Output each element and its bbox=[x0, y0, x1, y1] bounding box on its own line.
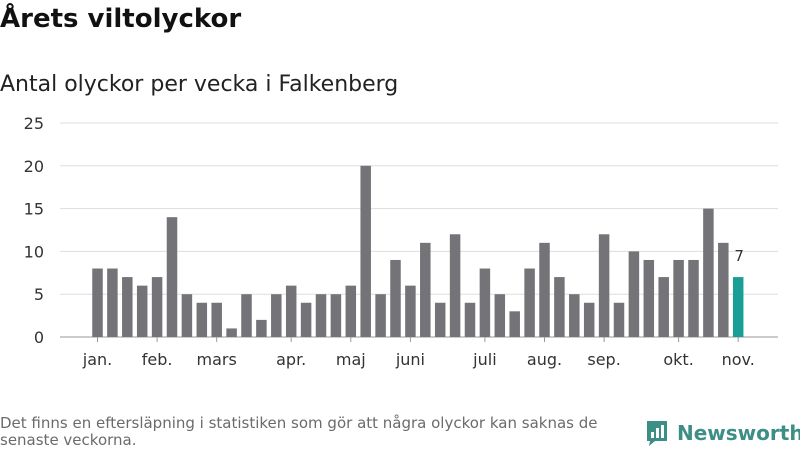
bar-week-29 bbox=[509, 311, 520, 337]
bar-week-12 bbox=[256, 319, 267, 337]
bar-week-21 bbox=[390, 259, 401, 337]
bar-week-41 bbox=[688, 259, 699, 337]
x-tick-label: okt. bbox=[663, 350, 693, 369]
gridlines bbox=[60, 122, 778, 338]
brand-name: Newsworthy bbox=[677, 421, 800, 445]
newsworthy-logo-icon bbox=[647, 421, 667, 446]
bar-week-26 bbox=[464, 302, 476, 337]
y-tick-label: 15 bbox=[24, 200, 44, 219]
x-tick-label: sep. bbox=[587, 350, 620, 369]
bar-week-10 bbox=[226, 328, 237, 337]
bar-week-11 bbox=[241, 294, 252, 337]
bar-week-30 bbox=[524, 268, 535, 337]
data-label: 7 bbox=[734, 247, 744, 265]
y-tick-label: 0 bbox=[34, 328, 44, 347]
y-tick-label: 20 bbox=[24, 157, 44, 176]
bar-week-9 bbox=[211, 302, 222, 337]
bar-week-4 bbox=[136, 285, 148, 337]
x-tick-label: juli bbox=[472, 350, 496, 369]
y-tick-label: 5 bbox=[34, 285, 44, 304]
bar-week-23 bbox=[420, 242, 431, 337]
bar-week-42 bbox=[703, 208, 714, 337]
data-labels: 7 bbox=[734, 247, 744, 265]
chart-subtitle: Antal olyckor per vecka i Falkenberg bbox=[0, 72, 399, 97]
bar-chart: 0 5 10 15 20 25 7 jan. feb. mars apr. maj juni juli… bbox=[24, 114, 778, 369]
bar-week-2 bbox=[107, 268, 118, 337]
bar-week-38 bbox=[643, 259, 655, 337]
bar-week-32 bbox=[554, 277, 565, 337]
bar-week-16 bbox=[315, 294, 327, 337]
y-tick-label: 10 bbox=[24, 242, 44, 261]
bar-week-34 bbox=[583, 302, 595, 337]
bar-week-8 bbox=[196, 302, 208, 337]
bar-week-14 bbox=[285, 285, 297, 337]
bar-week-17 bbox=[330, 294, 342, 337]
footnote: Det finns en eftersläpning i statistiken… bbox=[0, 414, 598, 449]
brand-logo: Newsworthy bbox=[645, 419, 800, 447]
bar-week-31 bbox=[539, 242, 550, 337]
bar-week-1 bbox=[92, 268, 103, 337]
bar-week-6 bbox=[166, 217, 178, 337]
x-tick-label: jan. bbox=[82, 350, 112, 369]
bar-week-15 bbox=[300, 302, 312, 337]
chart-title: Årets viltolyckor bbox=[0, 4, 242, 34]
x-tick-label: juni bbox=[395, 350, 425, 369]
bar-week-25 bbox=[449, 234, 461, 337]
x-tick-label: maj bbox=[336, 350, 366, 369]
bar-week-28 bbox=[494, 294, 506, 337]
bar-week-43 bbox=[718, 242, 729, 337]
y-axis-ticks: 0 5 10 15 20 25 bbox=[24, 114, 44, 347]
bar-week-18 bbox=[345, 285, 357, 337]
bar-week-22 bbox=[405, 285, 416, 337]
bar-week-20 bbox=[375, 294, 386, 337]
bar-week-35 bbox=[598, 234, 610, 337]
y-tick-label: 25 bbox=[24, 114, 44, 133]
x-tick-label: feb. bbox=[142, 350, 173, 369]
bar-week-27 bbox=[479, 268, 491, 337]
bar-week-40 bbox=[673, 259, 684, 337]
bars bbox=[92, 165, 744, 337]
bar-week-3 bbox=[122, 277, 133, 337]
bar-week-13 bbox=[271, 294, 282, 337]
bar-week-44 bbox=[732, 277, 744, 337]
bar-week-37 bbox=[628, 251, 640, 337]
bar-week-7 bbox=[181, 294, 193, 337]
bar-week-19 bbox=[360, 165, 371, 337]
x-tick-label: nov. bbox=[722, 350, 755, 369]
x-tick-label: aug. bbox=[527, 350, 562, 369]
bar-week-24 bbox=[434, 302, 446, 337]
x-tick-label: apr. bbox=[276, 350, 306, 369]
bar-week-39 bbox=[658, 277, 669, 337]
bar-week-5 bbox=[151, 277, 163, 337]
x-tick-label: mars bbox=[197, 350, 237, 369]
x-axis-ticks: jan. feb. mars apr. maj juni juli aug. sep. okt. n… bbox=[82, 337, 755, 369]
bar-week-33 bbox=[569, 294, 580, 337]
bar-week-36 bbox=[613, 302, 625, 337]
